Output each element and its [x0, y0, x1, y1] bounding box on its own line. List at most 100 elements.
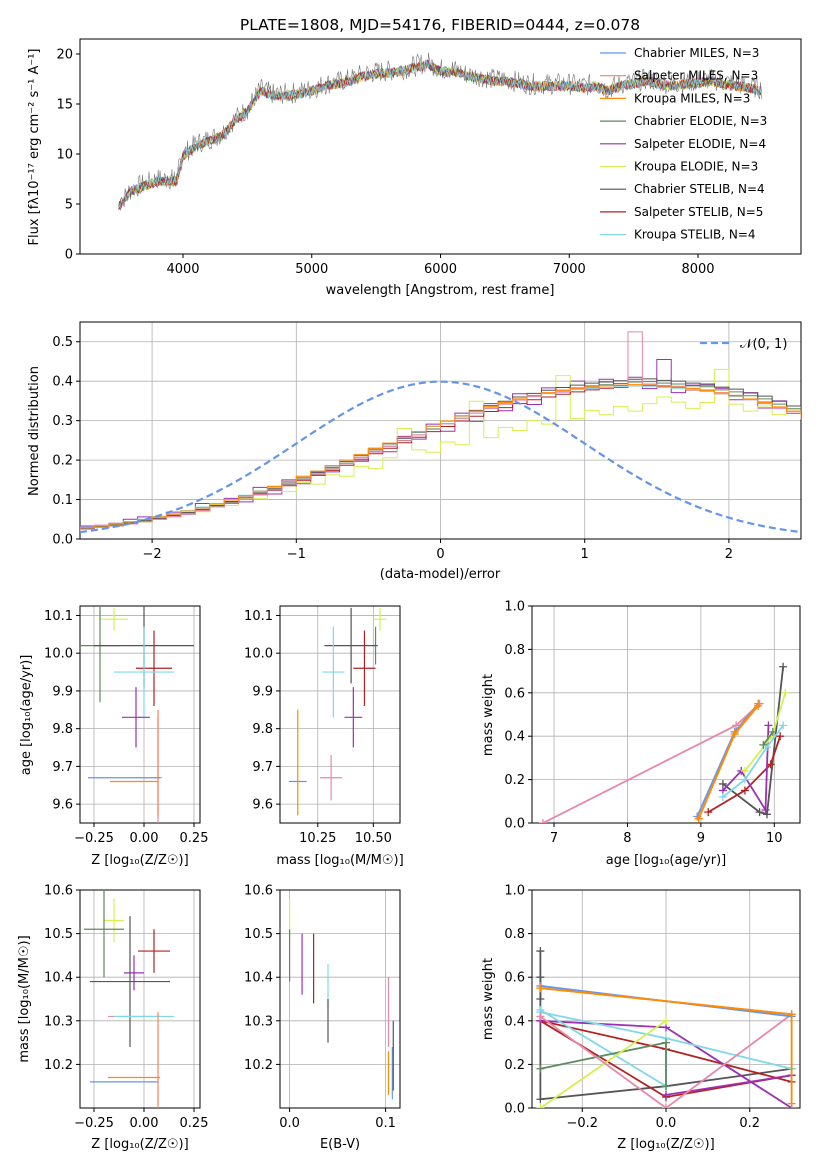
weight-marker	[536, 1012, 545, 1021]
y-tick-label: 0.4	[504, 1014, 525, 1029]
mass-vs-extinction-panel: E(B-V) 0.0 0.1 10.2 10.3 10.4 10.5 10.6	[244, 884, 401, 1152]
model-spectrum-line	[118, 60, 762, 208]
weight-marker	[740, 786, 749, 795]
x-tick-label: 0.00	[130, 831, 159, 846]
y-tick-label: 15	[56, 98, 73, 113]
y-tick-label: 10.1	[244, 609, 273, 624]
x-tick-label: 6000	[424, 262, 457, 277]
x-tick-label: 0.00	[130, 1116, 159, 1131]
y-tick-label: 10.2	[44, 1058, 73, 1073]
weight-marker	[787, 1010, 796, 1019]
legend-entry: Salpeter STELIB, N=5	[634, 205, 763, 219]
spectrum-curves	[118, 52, 762, 211]
weight-marker	[779, 662, 788, 671]
y-tick-label: 0.0	[504, 817, 525, 832]
y-tick-label: 9.6	[52, 798, 73, 813]
x-tick-label: −1	[287, 547, 306, 562]
error-bars	[84, 890, 174, 1108]
legend-entry: 𝒩(0, 1)	[740, 337, 787, 352]
x-tick-label: 0.0	[279, 1116, 300, 1131]
weight-marker	[740, 775, 749, 784]
y-tick-label: 10.4	[244, 971, 273, 986]
x-tick-label: 4000	[166, 262, 199, 277]
weight-marker	[730, 730, 739, 739]
weight-line	[542, 702, 761, 823]
y-tick-label: 1.0	[504, 600, 525, 615]
y-tick-label: 0.0	[52, 533, 73, 548]
weight-marker	[662, 1082, 670, 1091]
x-tick-label: −0.2	[566, 1116, 598, 1131]
legend-entry: Kroupa STELIB, N=4	[634, 228, 756, 242]
weight-marker	[539, 819, 548, 823]
error-bars	[289, 898, 394, 1100]
y-tick-label: 20	[56, 48, 73, 63]
legend-entry: Chabrier MILES, N=3	[634, 46, 759, 60]
mass-z-frame	[79, 889, 201, 1109]
age-vs-mass-panel: mass [log₁₀(M/M☉)] 10.25 10.50 9.6 9.7 9.8 9.…	[244, 605, 404, 868]
y-tick-label: 0.6	[504, 686, 525, 701]
weight-marker	[759, 740, 768, 749]
x-tick-label: −0.25	[74, 831, 114, 846]
weight-marker	[755, 808, 764, 817]
legend-entry: Chabrier STELIB, N=4	[634, 182, 765, 196]
spectrum-panel: PLATE=1808, MJD=54176, FIBERID=0444, z=0…	[27, 16, 802, 298]
age-z-x-label: Z [log₁₀(Z/Z☉)]	[91, 853, 188, 868]
histogram-x-label: (data-model)/error	[380, 567, 501, 582]
weight-marker	[536, 1064, 545, 1073]
y-tick-label: 10.5	[244, 927, 273, 942]
weight-marker	[536, 984, 545, 993]
spectrum-y-label: Flux [fλ10⁻¹⁷ erg cm⁻² s⁻¹ A⁻¹]	[27, 49, 42, 246]
weight-marker	[779, 721, 788, 730]
x-tick-label: 10.50	[355, 831, 392, 846]
age-z-frame	[79, 605, 201, 824]
error-bars	[288, 607, 387, 816]
x-tick-label: 0.2	[739, 1116, 760, 1131]
weight-age-x-label: age [log₁₀(age/yr)]	[606, 853, 727, 868]
histogram-series	[80, 331, 801, 532]
x-tick-label: 2	[725, 547, 733, 562]
histogram-plot-frame	[79, 321, 802, 540]
weight-marker	[536, 995, 545, 1003]
y-tick-label: 0.8	[504, 927, 525, 942]
y-tick-label: 0.4	[52, 375, 73, 390]
mass-ebv-x-label: E(B-V)	[320, 1137, 360, 1152]
weight-marker	[787, 1099, 796, 1108]
y-tick-label: 9.8	[252, 722, 273, 737]
x-tick-label: 8000	[681, 262, 714, 277]
weight-lines	[536, 947, 796, 1108]
weight-marker	[536, 1095, 545, 1104]
y-tick-label: 10	[56, 148, 73, 163]
y-tick-label: 10.4	[44, 971, 73, 986]
mass-z-x-label: Z [log₁₀(Z/Z☉)]	[91, 1137, 188, 1152]
weight-marker	[662, 1090, 670, 1099]
y-tick-label: 0.2	[504, 1058, 525, 1073]
weight-marker	[718, 792, 727, 801]
weight-lines	[539, 662, 790, 823]
weight-marker	[536, 947, 545, 956]
mass-vs-metallicity-panel: Z [log₁₀(Z/Z☉)] mass [log₁₀(M/M☉)] −0.25…	[17, 884, 208, 1153]
y-tick-label: 1.0	[504, 884, 525, 899]
y-tick-label: 0.1	[52, 493, 73, 508]
spectrum-title: PLATE=1808, MJD=54176, FIBERID=0444, z=0…	[240, 16, 640, 34]
weight-marker	[768, 727, 777, 736]
y-tick-label: 10.2	[244, 1058, 273, 1073]
weight-line	[697, 705, 759, 820]
x-tick-label: 8	[623, 831, 631, 846]
x-tick-label: −2	[143, 547, 162, 562]
y-tick-label: 9.7	[252, 760, 273, 775]
x-tick-label: 0.1	[375, 1116, 396, 1131]
x-tick-label: 10.25	[299, 831, 336, 846]
x-tick-label: 5000	[295, 262, 328, 277]
weight-marker	[764, 721, 773, 730]
weight-age-y-label: mass weight	[481, 674, 496, 756]
weight-marker	[754, 701, 763, 710]
x-tick-label: 9	[697, 831, 705, 846]
histogram-series	[80, 383, 801, 530]
histogram-y-label: Normed distribution	[27, 366, 42, 496]
y-tick-label: 9.9	[52, 684, 73, 699]
y-tick-label: 9.6	[252, 798, 273, 813]
mass-ebv-frame	[279, 889, 401, 1109]
legend-entry: Kroupa ELODIE, N=3	[634, 160, 758, 174]
x-tick-label: 0.0	[656, 1116, 677, 1131]
